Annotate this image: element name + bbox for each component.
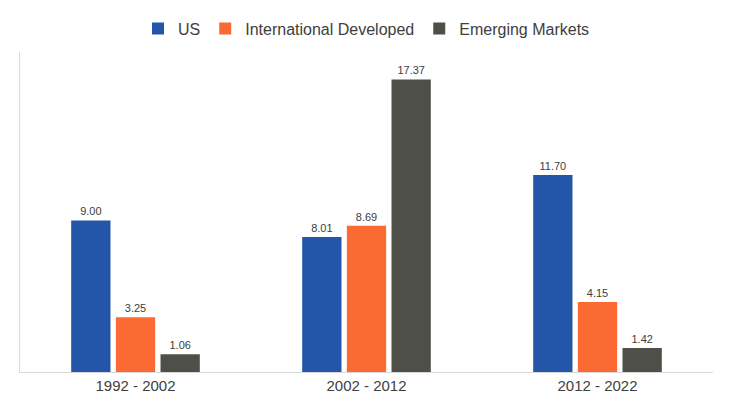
svg-text:2012 - 2022: 2012 - 2022 [557, 377, 637, 394]
svg-text:1.42: 1.42 [631, 333, 652, 345]
svg-text:1992 - 2002: 1992 - 2002 [95, 377, 175, 394]
svg-text:1.06: 1.06 [169, 339, 190, 351]
svg-text:4.15: 4.15 [587, 287, 608, 299]
svg-text:2002 - 2012: 2002 - 2012 [326, 377, 406, 394]
svg-text:8.01: 8.01 [311, 222, 332, 234]
svg-text:8.69: 8.69 [356, 211, 377, 223]
svg-text:International Developed: International Developed [245, 21, 414, 38]
svg-text:Emerging Markets: Emerging Markets [459, 21, 589, 38]
svg-text:11.70: 11.70 [539, 160, 566, 172]
svg-text:3.25: 3.25 [125, 302, 146, 314]
svg-text:17.37: 17.37 [397, 64, 425, 76]
svg-text:US: US [178, 21, 200, 38]
svg-text:9.00: 9.00 [80, 205, 101, 217]
